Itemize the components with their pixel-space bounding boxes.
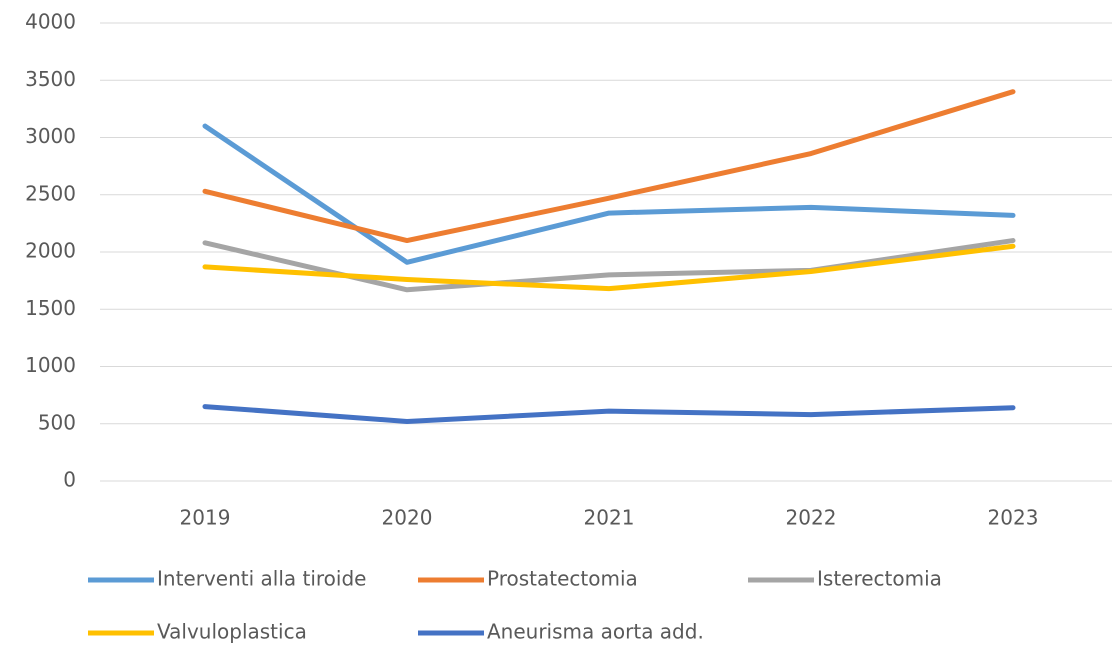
- y-tick-label: 3000: [25, 124, 76, 148]
- series-line: [202, 123, 1016, 265]
- legend-label: Isterectomia: [817, 567, 942, 591]
- x-tick-label: 2022: [786, 506, 837, 530]
- legend-label: Prostatectomia: [487, 567, 638, 591]
- y-tick-label: 2000: [25, 239, 76, 263]
- x-tick-label: 2023: [988, 506, 1039, 530]
- x-tick-label: 2020: [382, 506, 433, 530]
- y-tick-label: 500: [38, 410, 76, 434]
- legend-label: Aneurisma aorta add.: [487, 620, 704, 644]
- y-tick-label: 3500: [25, 67, 76, 91]
- y-tick-label: 2500: [25, 181, 76, 205]
- y-tick-label: 0: [63, 468, 76, 492]
- x-tick-label: 2019: [180, 506, 231, 530]
- y-tick-label: 4000: [25, 10, 76, 34]
- legend-label: Valvuloplastica: [157, 620, 307, 644]
- legend-label: Interventi alla tiroide: [157, 567, 366, 591]
- series-line: [202, 89, 1016, 244]
- x-tick-label: 2021: [584, 506, 635, 530]
- series-line: [202, 404, 1016, 424]
- series-line: [202, 243, 1016, 292]
- y-tick-label: 1000: [25, 353, 76, 377]
- y-tick-label: 1500: [25, 296, 76, 320]
- series-line: [202, 238, 1016, 293]
